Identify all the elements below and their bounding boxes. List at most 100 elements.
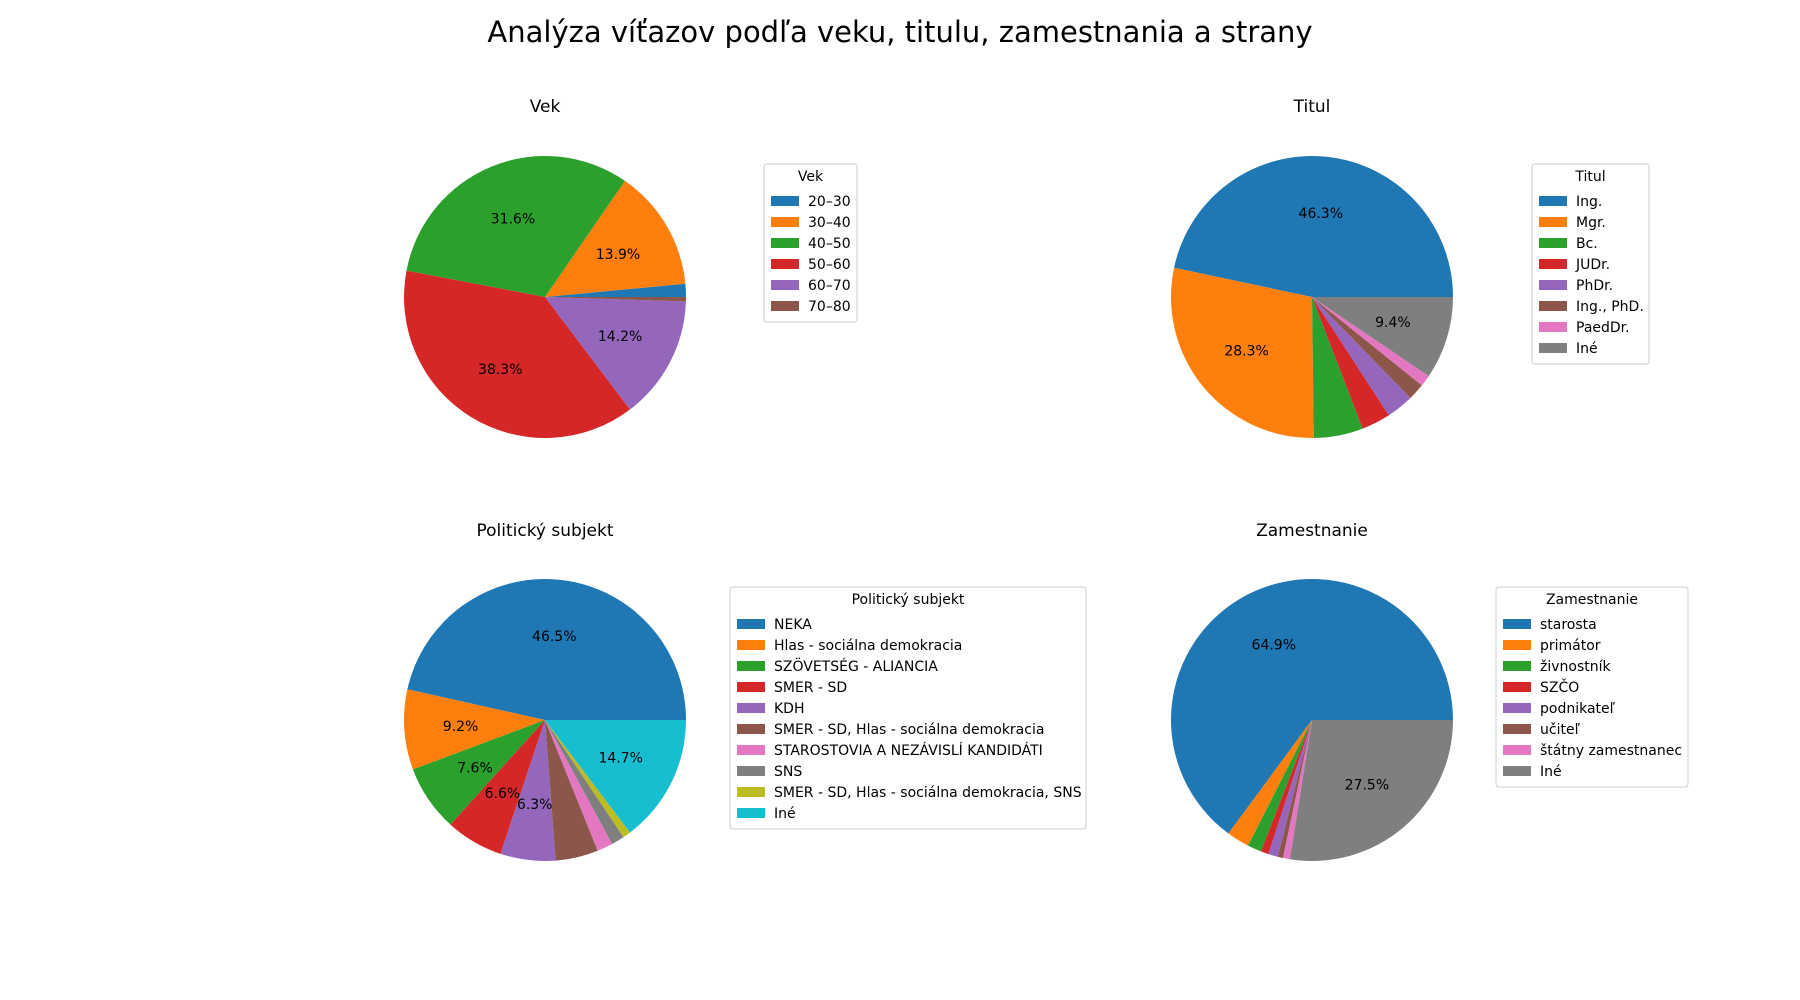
legend-swatch (771, 217, 799, 227)
legend-item-ine: Iné (774, 806, 796, 822)
slice-label: 64.9% (1252, 638, 1296, 654)
pie-slice-60-70 (545, 297, 686, 410)
legend-item-neka: NEKA (774, 617, 812, 633)
legend-swatch (771, 280, 799, 290)
pie-chart-titul: Titul 46.3% 28.3% 9.4% Titul Ing. Mgr. Bc. JUDr.… (1171, 97, 1650, 439)
legend-title: Politický subjekt (852, 592, 965, 608)
legend-item-statny-zamestnanec: štátny zamestnanec (1540, 743, 1682, 759)
legend-item-smer-sd-hlas-socialna-demokracia: SMER - SD, Hlas - sociálna demokracia (774, 722, 1044, 738)
pie-slice-50-60 (404, 270, 631, 438)
legend-item-kdh: KDH (774, 701, 805, 717)
legend-item-judr: JUDr. (1575, 257, 1610, 273)
pie-slice-starostovia-a-nezavisli-kandidati (545, 720, 613, 851)
legend-swatch (1503, 745, 1531, 755)
pie-slice-phdr (1312, 297, 1411, 416)
legend-title: Titul (1574, 169, 1605, 185)
slice-label: 6.6% (485, 786, 521, 802)
legend-item-20-30: 20–30 (808, 194, 851, 210)
legend-swatch (1539, 301, 1567, 311)
slice-label: 9.2% (443, 719, 479, 735)
slice-label: 38.3% (478, 362, 522, 378)
legend-swatch (1539, 217, 1567, 227)
legend-item-50-60: 50–60 (808, 257, 851, 273)
legend-title: Vek (798, 169, 824, 185)
pie-slice-30-40 (545, 180, 686, 297)
legend-item-starosta: starosta (1540, 617, 1597, 633)
slice-label: 9.4% (1375, 315, 1411, 331)
legend-item-primator: primátor (1540, 638, 1601, 654)
legend: Zamestnanie starosta primátor živnostník SZČ… (1495, 586, 1689, 788)
legend-swatch (1539, 322, 1567, 332)
slice-label: 13.9% (596, 247, 640, 263)
pie-slice-neka (407, 579, 686, 720)
legend-swatch (1503, 724, 1531, 734)
legend-swatch (1503, 640, 1531, 650)
legend-swatch (771, 259, 799, 269)
legend-swatch (1503, 766, 1531, 776)
pie-slice-sns (545, 720, 624, 844)
pie-slice-40-50 (406, 156, 625, 297)
legend-item-sns: SNS (774, 764, 802, 780)
legend-item-hlas-socialna-demokracia: Hlas - sociálna demokracia (774, 638, 962, 654)
pie-slice-smer-sd-hlas-socialna-demokracia (545, 720, 598, 861)
legend-swatch (1503, 682, 1531, 692)
legend-title: Zamestnanie (1546, 592, 1638, 608)
legend-item-30-40: 30–40 (808, 215, 851, 231)
pie-slice-20-30 (545, 283, 686, 297)
pie-slice-70-80 (545, 297, 686, 302)
legend-item-szco: SZČO (1540, 678, 1579, 696)
legend-swatch (1503, 619, 1531, 629)
pie-slice-statny-zamestnanec (1282, 720, 1312, 860)
legend-swatch (737, 745, 765, 755)
pie-slice-judr (1312, 297, 1389, 429)
slice-label: 46.3% (1299, 206, 1343, 222)
legend-item-szovetseg-aliancia: SZÖVETSÉG - ALIANCIA (774, 657, 938, 675)
legend-swatch (737, 808, 765, 818)
legend-swatch (737, 766, 765, 776)
chart-title: Politický subjekt (476, 521, 613, 541)
slice-label: 28.3% (1224, 344, 1268, 360)
legend-swatch (737, 640, 765, 650)
pie-slice-paeddr (1312, 297, 1429, 386)
chart-title: Vek (530, 97, 561, 117)
pie-slice-mgr (1171, 267, 1314, 439)
legend-item-ine: Iné (1576, 341, 1598, 357)
pie-slice-szco (1260, 720, 1312, 855)
legend: Politický subjekt NEKA Hlas - sociálna dem… (729, 586, 1087, 830)
pie-slice-smer-sd (450, 720, 545, 854)
pie-slice-starosta (1171, 578, 1453, 834)
pie-slice-smer-sd-hlas-socialna-demokracia-sns (545, 720, 631, 838)
pie-slice-ine (1312, 297, 1453, 377)
legend-swatch (1539, 196, 1567, 206)
slice-label: 27.5% (1345, 777, 1389, 793)
slice-label: 6.3% (517, 797, 553, 813)
legend-swatch (737, 724, 765, 734)
legend-item-phdr: PhDr. (1576, 278, 1613, 294)
legend: Titul Ing. Mgr. Bc. JUDr. PhDr. Ing., PhD. Paed… (1531, 163, 1650, 365)
chart-title: Titul (1293, 97, 1331, 117)
pie-slice-ing-phd (1312, 297, 1422, 398)
slice-label: 31.6% (491, 212, 535, 228)
legend-swatch (771, 196, 799, 206)
legend-swatch (1539, 280, 1567, 290)
pie-slice-kdh (500, 720, 556, 861)
pie-slice-ing (1174, 156, 1453, 297)
legend-swatch (1539, 343, 1567, 353)
legend-swatch (1539, 238, 1567, 248)
legend-item-40-50: 40–50 (808, 236, 851, 252)
pie-slice-ucitel (1277, 720, 1312, 858)
legend-item-paeddr: PaedDr. (1576, 320, 1630, 336)
pie-chart-zamestnanie: Zamestnanie 64.9% 27.5% Zamestnanie starosta… (1171, 521, 1689, 861)
legend-item-zivnostnik: živnostník (1540, 659, 1612, 675)
chart-title: Zamestnanie (1256, 521, 1368, 541)
pie-chart-politicky-subjekt: Politický subjekt 46.5% 9.2% 7.6% 6.6%6.3% 14… (404, 521, 1087, 861)
legend-frame (729, 586, 1087, 830)
legend-item-60-70: 60–70 (808, 278, 851, 294)
legend-frame (1495, 586, 1689, 788)
legend-swatch (1503, 703, 1531, 713)
pie-chart-vek: Vek 13.9% 31.6% 38.3% 14.2% Vek 20–30 30–40 40–5… (404, 97, 858, 438)
pie-slice-primator (1228, 720, 1312, 846)
legend-item-bc: Bc. (1576, 236, 1598, 252)
legend-swatch (1539, 259, 1567, 269)
